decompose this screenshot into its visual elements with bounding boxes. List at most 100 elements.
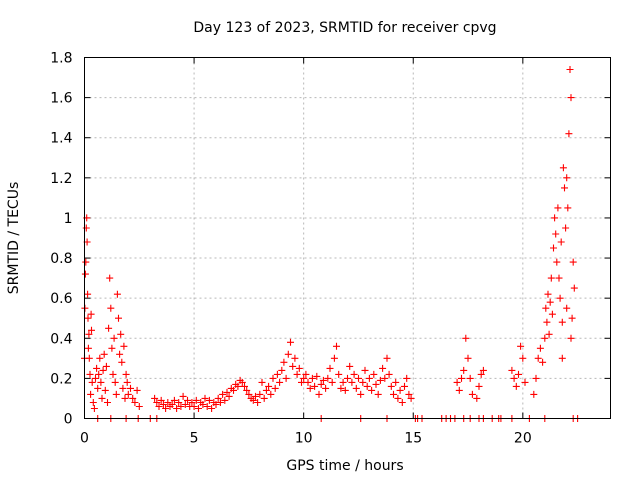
data-point: [84, 290, 92, 298]
data-point: [188, 399, 196, 406]
data-point: [462, 334, 470, 342]
data-point: [203, 403, 211, 410]
data-point: [265, 382, 273, 390]
data-point: [276, 378, 284, 386]
data-point: [94, 384, 102, 392]
data-point: [352, 384, 360, 392]
data-point: [181, 401, 189, 408]
data-point: [556, 294, 564, 302]
data-point: [214, 394, 222, 402]
data-point: [86, 370, 94, 378]
data-point: [534, 354, 542, 362]
data-point: [84, 344, 92, 352]
data-point: [287, 338, 294, 346]
x-tick-label: 10: [295, 431, 313, 447]
data-point: [98, 394, 106, 402]
data-point: [370, 370, 378, 378]
data-point: [135, 403, 143, 410]
data-point: [403, 374, 411, 382]
data-point: [192, 396, 200, 404]
data-point: [85, 354, 93, 362]
data-point: [570, 284, 578, 292]
data-point: [407, 394, 415, 402]
data-point: [548, 310, 556, 318]
data-point: [547, 274, 555, 282]
data-point: [113, 290, 121, 298]
data-point: [455, 386, 463, 394]
data-point: [85, 330, 93, 338]
data-point: [394, 394, 402, 402]
data-point: [546, 298, 554, 306]
data-point: [532, 374, 540, 382]
y-tick-label: 1: [64, 211, 73, 227]
data-point: [245, 390, 253, 398]
data-point: [519, 354, 527, 362]
data-point: [545, 330, 553, 338]
data-point: [241, 382, 248, 390]
y-axis-label: SRMTID / TECUs: [6, 182, 22, 295]
data-point: [515, 370, 522, 378]
data-point: [157, 396, 165, 404]
data-point: [337, 384, 345, 392]
data-point: [558, 318, 566, 326]
data-point: [267, 390, 275, 398]
data-point: [223, 388, 231, 396]
data-point: [365, 374, 373, 382]
data-point: [552, 230, 560, 238]
data-point: [392, 378, 400, 386]
data-point: [278, 366, 286, 374]
data-point: [383, 354, 391, 362]
data-point: [563, 174, 571, 182]
data-point: [350, 370, 358, 378]
data-point: [184, 396, 191, 404]
data-point: [468, 390, 476, 398]
data-point: [170, 396, 178, 404]
data-point: [88, 378, 96, 386]
data-point: [284, 350, 292, 358]
data-point: [289, 362, 297, 370]
data-point: [466, 374, 474, 382]
data-point: [357, 390, 365, 398]
data-point: [311, 382, 319, 390]
data-point: [195, 405, 202, 412]
data-point: [93, 364, 101, 372]
data-point: [304, 378, 312, 386]
data-point: [566, 66, 574, 73]
data-point: [153, 399, 161, 406]
data-point: [243, 386, 251, 394]
data-point: [221, 396, 229, 404]
data-point: [379, 364, 387, 372]
data-point: [179, 392, 187, 400]
data-point: [322, 384, 330, 392]
data-point: [348, 378, 356, 386]
data-point: [89, 399, 97, 406]
data-point: [569, 258, 577, 266]
data-point: [256, 390, 264, 398]
data-point: [118, 358, 126, 366]
data-point: [168, 401, 176, 408]
data-point: [555, 274, 563, 282]
data-point: [133, 386, 141, 394]
data-point: [238, 378, 246, 386]
data-point: [530, 390, 538, 398]
data-point: [390, 390, 397, 398]
data-point: [230, 386, 237, 394]
data-point: [385, 370, 393, 378]
data-point: [568, 314, 576, 322]
data-point: [282, 374, 290, 382]
data-point: [254, 399, 262, 406]
data-point: [104, 399, 111, 406]
data-point: [208, 405, 216, 412]
data-point: [175, 399, 183, 406]
data-point: [111, 378, 119, 386]
data-point: [262, 386, 270, 394]
x-tick-label: 0: [80, 431, 89, 447]
x-tick-label: 20: [514, 431, 532, 447]
data-point: [99, 366, 107, 374]
data-point: [359, 378, 367, 386]
x-axis-label: GPS time / hours: [286, 458, 403, 474]
data-point: [479, 366, 487, 374]
data-point: [564, 204, 572, 212]
data-point: [551, 214, 559, 222]
data-point: [124, 390, 132, 398]
